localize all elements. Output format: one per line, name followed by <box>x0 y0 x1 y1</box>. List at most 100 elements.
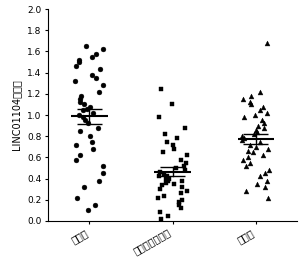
Point <box>251 150 255 154</box>
Point <box>81 102 86 107</box>
Point <box>156 115 161 119</box>
Point <box>242 115 247 119</box>
Point <box>254 145 258 149</box>
Point <box>265 195 270 200</box>
Point <box>83 118 88 122</box>
Point <box>161 150 166 154</box>
Point <box>85 107 90 111</box>
Point <box>248 102 253 107</box>
Point <box>255 182 259 186</box>
Point <box>166 214 171 218</box>
Point <box>159 86 164 91</box>
Point <box>86 121 91 125</box>
Point <box>254 130 259 134</box>
Point <box>178 191 183 195</box>
Point <box>101 171 106 175</box>
Point <box>180 179 185 183</box>
Point <box>77 153 82 157</box>
Point <box>245 155 250 160</box>
Point <box>157 174 161 179</box>
Point <box>266 147 271 151</box>
Point <box>159 183 164 187</box>
Point <box>90 55 95 59</box>
Point <box>247 161 252 165</box>
Point <box>261 121 266 125</box>
Point <box>77 60 82 64</box>
Point <box>242 136 247 140</box>
Point <box>178 157 183 162</box>
Point <box>158 210 162 215</box>
Point <box>78 129 83 133</box>
Point <box>178 206 183 210</box>
Point <box>73 79 78 83</box>
Point <box>78 100 82 104</box>
Point <box>96 179 101 183</box>
Point <box>258 174 262 179</box>
Point <box>90 111 95 115</box>
Point <box>101 47 105 51</box>
Point <box>78 94 83 98</box>
Point <box>155 195 160 200</box>
Point <box>248 100 253 104</box>
Point <box>176 200 181 204</box>
Point <box>78 97 82 101</box>
Point <box>81 185 86 189</box>
Point <box>165 174 170 179</box>
Point <box>260 118 265 122</box>
Point <box>159 217 164 221</box>
Point <box>264 41 269 45</box>
Point <box>255 123 260 128</box>
Point <box>240 97 245 101</box>
Point <box>76 113 81 117</box>
Point <box>101 83 106 88</box>
Point <box>177 203 182 207</box>
Point <box>183 161 188 165</box>
Point <box>253 113 258 117</box>
Point <box>165 139 169 144</box>
Point <box>243 164 248 168</box>
Point <box>244 189 249 193</box>
Point <box>251 132 256 136</box>
Point <box>163 177 168 181</box>
Point <box>258 139 262 144</box>
Point <box>261 126 266 130</box>
Point <box>77 58 82 62</box>
Point <box>90 139 95 144</box>
Point <box>261 153 266 157</box>
Point <box>258 108 262 112</box>
Point <box>97 90 102 94</box>
Point <box>171 182 176 186</box>
Point <box>263 171 268 175</box>
Point <box>170 102 175 107</box>
Point <box>161 193 166 198</box>
Point <box>87 134 92 138</box>
Point <box>158 170 163 174</box>
Point <box>81 115 86 119</box>
Point <box>185 189 190 193</box>
Point <box>253 128 258 132</box>
Point <box>90 147 95 151</box>
Point <box>74 157 79 162</box>
Y-axis label: LINC01104表达量: LINC01104表达量 <box>12 80 22 150</box>
Point <box>75 195 80 200</box>
Point <box>100 164 105 168</box>
Point <box>81 108 85 112</box>
Point <box>166 179 171 183</box>
Point <box>180 198 185 202</box>
Point <box>257 90 262 94</box>
Point <box>262 185 267 189</box>
Point <box>90 73 95 77</box>
Point <box>182 126 187 130</box>
Point <box>183 168 188 172</box>
Point <box>92 203 97 207</box>
Point <box>167 177 172 181</box>
Point <box>88 105 93 109</box>
Point <box>164 181 168 185</box>
Point <box>171 147 176 151</box>
Point <box>73 143 78 147</box>
Point <box>239 138 244 143</box>
Point <box>94 51 99 56</box>
Point <box>248 143 253 147</box>
Point <box>184 153 189 157</box>
Point <box>163 132 168 136</box>
